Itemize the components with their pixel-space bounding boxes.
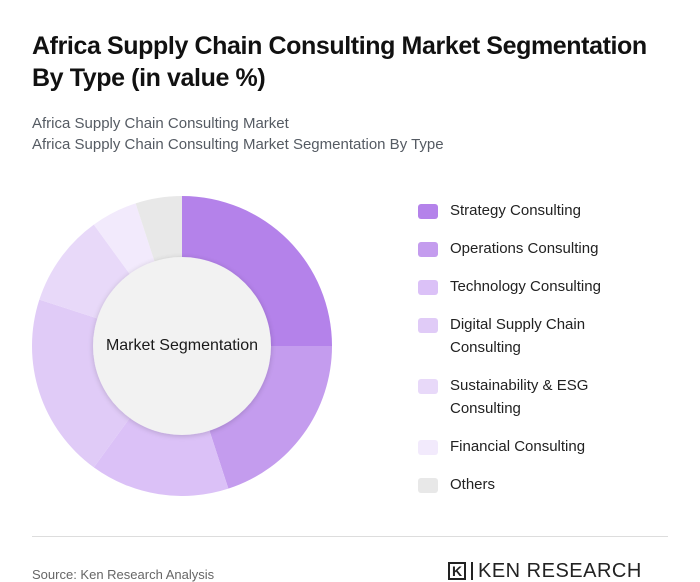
donut-slice-operations-consulting[interactable] (209, 346, 332, 489)
donut-slices (32, 196, 332, 496)
legend-item-sustainability-esg-consulting[interactable]: Sustainability & ESG Consulting (418, 374, 658, 420)
donut-slice-financial-consulting[interactable] (93, 203, 155, 275)
legend-item-strategy-consulting[interactable]: Strategy Consulting (418, 199, 658, 222)
chart-legend: Strategy Consulting Operations Consultin… (418, 199, 658, 511)
donut-slice-technology-consulting[interactable] (93, 417, 229, 496)
legend-label: Digital Supply Chain Consulting (450, 316, 586, 356)
donut-slice-digital-supply-chain-consulting[interactable] (32, 299, 131, 468)
legend-label: Others (450, 476, 496, 493)
legend-item-others[interactable]: Others (418, 473, 658, 496)
legend-swatch (418, 379, 438, 394)
legend-swatch (418, 242, 438, 257)
legend-label: Technology Consulting (450, 278, 601, 295)
donut-svg (32, 196, 332, 496)
legend-swatch (418, 440, 438, 455)
legend-item-digital-supply-chain-consulting[interactable]: Digital Supply Chain Consulting (418, 313, 658, 359)
donut-slice-sustainability-esg-consulting[interactable] (39, 224, 131, 319)
logo-mark-icon: K (448, 562, 466, 580)
logo-text: KEN RESEARCH (478, 560, 642, 582)
legend-swatch (418, 478, 438, 493)
logo-separator (471, 562, 473, 580)
source-note: Source: Ken Research Analysis (32, 567, 215, 582)
legend-swatch (418, 318, 438, 333)
donut-slice-strategy-consulting[interactable] (182, 196, 332, 346)
legend-label: Financial Consulting (450, 438, 586, 455)
legend-item-financial-consulting[interactable]: Financial Consulting (418, 435, 658, 458)
legend-label: Operations Consulting (450, 240, 599, 257)
legend-swatch (418, 280, 438, 295)
legend-item-operations-consulting[interactable]: Operations Consulting (418, 237, 658, 260)
subtitle-line-1: Africa Supply Chain Consulting Market (32, 115, 289, 132)
legend-swatch (418, 204, 438, 219)
ken-research-logo: K KEN RESEARCH (448, 561, 642, 581)
subtitle-line-2: Africa Supply Chain Consulting Market Se… (32, 136, 444, 153)
donut-center (93, 257, 271, 435)
chart-title: Africa Supply Chain Consulting Market Se… (32, 32, 647, 92)
donut-slice-others[interactable] (135, 196, 182, 263)
chart-subtitle: Africa Supply Chain Consulting Market Af… (32, 113, 444, 155)
donut-chart (32, 196, 332, 496)
legend-item-technology-consulting[interactable]: Technology Consulting (418, 275, 658, 298)
legend-label: Strategy Consulting (450, 202, 581, 219)
legend-label: Sustainability & ESG Consulting (450, 377, 589, 417)
footer-divider (32, 536, 668, 537)
